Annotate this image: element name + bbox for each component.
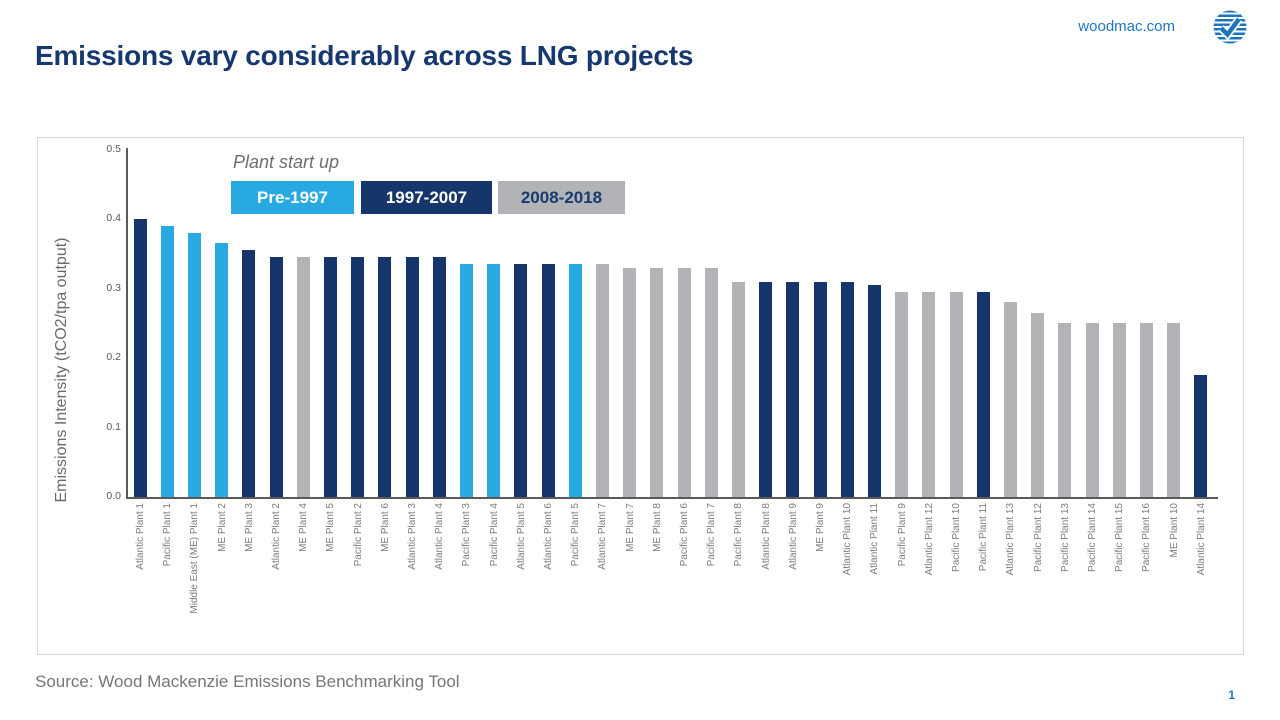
page-number: 1 bbox=[1228, 688, 1235, 702]
source-text: Source: Wood Mackenzie Emissions Benchma… bbox=[35, 672, 460, 691]
woodmac-logo-icon bbox=[1213, 10, 1247, 44]
chart-frame bbox=[37, 137, 1244, 655]
woodmac-link[interactable]: woodmac.com bbox=[1078, 18, 1175, 35]
page-title: Emissions vary considerably across LNG p… bbox=[35, 40, 694, 71]
